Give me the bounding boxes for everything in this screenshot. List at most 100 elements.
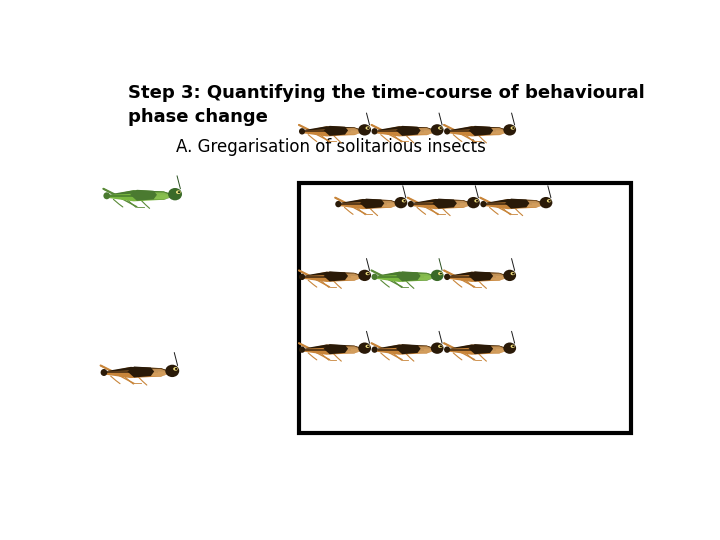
- Polygon shape: [104, 367, 171, 372]
- Polygon shape: [302, 345, 364, 349]
- Ellipse shape: [510, 272, 515, 275]
- Polygon shape: [438, 201, 472, 208]
- Ellipse shape: [395, 197, 408, 208]
- Polygon shape: [107, 190, 174, 195]
- Ellipse shape: [512, 346, 515, 347]
- Polygon shape: [396, 126, 420, 136]
- Ellipse shape: [438, 126, 443, 130]
- Text: A. Gregarisation of solitarious insects: A. Gregarisation of solitarious insects: [176, 138, 487, 156]
- Ellipse shape: [166, 364, 179, 377]
- Polygon shape: [323, 126, 348, 136]
- Polygon shape: [134, 369, 171, 376]
- Bar: [300, 183, 631, 433]
- Polygon shape: [374, 345, 436, 355]
- Polygon shape: [378, 131, 423, 132]
- Ellipse shape: [431, 124, 444, 136]
- Polygon shape: [323, 272, 348, 281]
- Polygon shape: [302, 272, 364, 276]
- Ellipse shape: [440, 346, 442, 347]
- Ellipse shape: [440, 127, 442, 129]
- Ellipse shape: [372, 128, 378, 134]
- Polygon shape: [360, 199, 384, 208]
- Polygon shape: [450, 349, 496, 350]
- Polygon shape: [366, 201, 400, 208]
- Polygon shape: [110, 195, 161, 197]
- Polygon shape: [330, 274, 364, 280]
- Ellipse shape: [367, 127, 369, 129]
- Polygon shape: [374, 345, 436, 349]
- Polygon shape: [127, 367, 154, 377]
- Ellipse shape: [336, 201, 341, 207]
- Ellipse shape: [372, 347, 378, 353]
- Polygon shape: [338, 199, 400, 209]
- Polygon shape: [302, 126, 364, 137]
- Polygon shape: [505, 199, 529, 208]
- Polygon shape: [487, 203, 533, 205]
- Ellipse shape: [503, 342, 516, 354]
- Polygon shape: [302, 126, 364, 131]
- Polygon shape: [104, 367, 171, 378]
- Polygon shape: [474, 128, 508, 135]
- Ellipse shape: [549, 200, 551, 202]
- Ellipse shape: [176, 191, 181, 194]
- Polygon shape: [474, 274, 508, 280]
- Polygon shape: [483, 199, 545, 203]
- Ellipse shape: [178, 191, 181, 193]
- Polygon shape: [447, 345, 508, 349]
- Ellipse shape: [299, 128, 305, 134]
- Polygon shape: [469, 126, 493, 136]
- Ellipse shape: [431, 269, 444, 281]
- Polygon shape: [338, 199, 400, 203]
- Polygon shape: [402, 128, 436, 135]
- Ellipse shape: [444, 274, 450, 280]
- Polygon shape: [447, 126, 508, 137]
- Ellipse shape: [101, 369, 107, 376]
- Ellipse shape: [474, 199, 479, 202]
- Polygon shape: [374, 272, 436, 282]
- Polygon shape: [323, 344, 348, 354]
- Polygon shape: [447, 126, 508, 131]
- Text: Step 3: Quantifying the time-course of behavioural: Step 3: Quantifying the time-course of b…: [128, 84, 644, 102]
- Polygon shape: [302, 345, 364, 355]
- Ellipse shape: [510, 345, 515, 348]
- Ellipse shape: [359, 342, 371, 354]
- Ellipse shape: [431, 342, 444, 354]
- Polygon shape: [396, 272, 420, 281]
- Polygon shape: [137, 192, 174, 200]
- Polygon shape: [483, 199, 545, 209]
- Ellipse shape: [480, 201, 487, 207]
- Ellipse shape: [372, 274, 378, 280]
- Polygon shape: [330, 128, 364, 135]
- Polygon shape: [396, 344, 420, 354]
- Ellipse shape: [175, 368, 178, 370]
- Ellipse shape: [467, 197, 480, 208]
- Text: phase change: phase change: [128, 109, 268, 126]
- Polygon shape: [411, 199, 472, 209]
- Ellipse shape: [367, 273, 369, 274]
- Ellipse shape: [503, 269, 516, 281]
- Polygon shape: [374, 272, 436, 276]
- Ellipse shape: [408, 201, 414, 207]
- Polygon shape: [411, 199, 472, 203]
- Polygon shape: [447, 272, 508, 276]
- Polygon shape: [474, 346, 508, 353]
- Ellipse shape: [444, 128, 450, 134]
- Polygon shape: [130, 190, 157, 201]
- Polygon shape: [374, 126, 436, 131]
- Polygon shape: [447, 345, 508, 355]
- Ellipse shape: [367, 346, 369, 347]
- Ellipse shape: [503, 124, 516, 136]
- Polygon shape: [378, 276, 423, 278]
- Ellipse shape: [402, 199, 406, 202]
- Ellipse shape: [366, 126, 370, 130]
- Ellipse shape: [299, 274, 305, 280]
- Polygon shape: [450, 276, 496, 278]
- Polygon shape: [305, 131, 351, 132]
- Ellipse shape: [440, 273, 442, 274]
- Ellipse shape: [444, 347, 450, 353]
- Ellipse shape: [359, 124, 371, 136]
- Ellipse shape: [512, 273, 515, 274]
- Polygon shape: [511, 201, 545, 208]
- Polygon shape: [402, 346, 436, 353]
- Ellipse shape: [438, 272, 443, 275]
